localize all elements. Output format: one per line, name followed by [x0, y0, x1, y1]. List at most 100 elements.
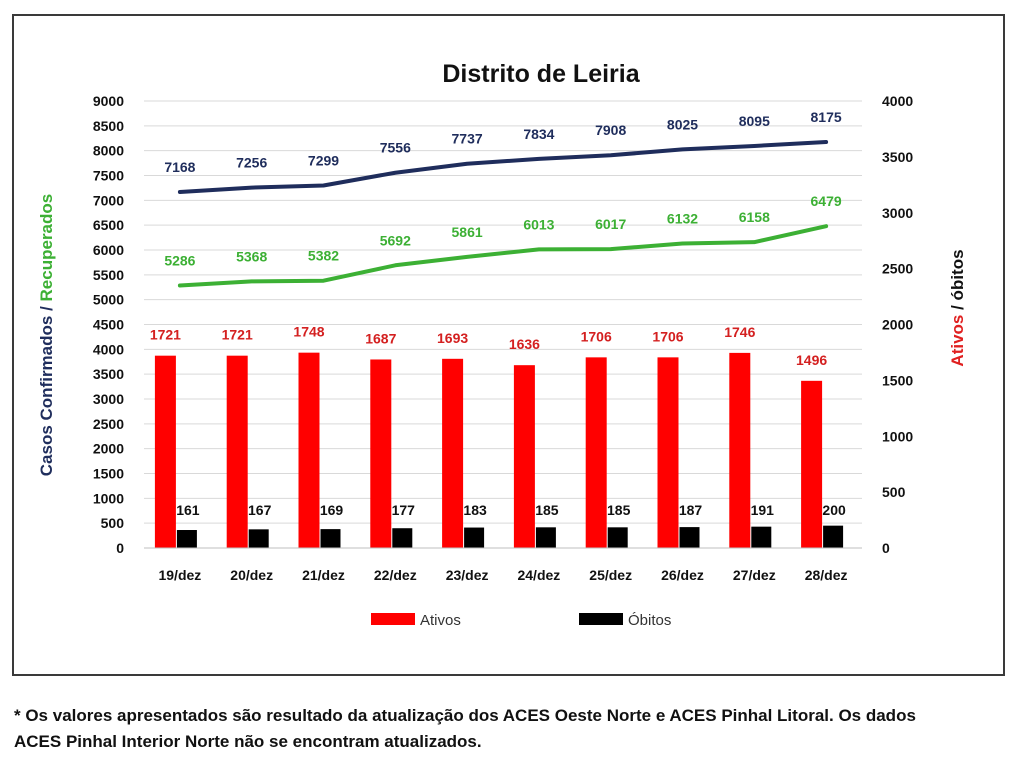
data-label-obitos: 167 [248, 502, 272, 518]
data-label-ativos: 1496 [796, 352, 827, 368]
left-axis-title-part1: Casos Confirmados [37, 316, 56, 477]
data-label-confirmados: 7908 [595, 122, 626, 138]
bar-obitos [176, 530, 197, 548]
data-label-ativos: 1687 [365, 330, 396, 346]
footnote-line-1: * Os valores apresentados são resultado … [14, 706, 916, 725]
bar-ativos [801, 380, 823, 548]
data-label-recuperados: 6479 [811, 193, 842, 209]
bar-ativos [657, 357, 679, 548]
data-label-ativos: 1706 [581, 328, 612, 344]
left-tick-label: 8000 [93, 143, 124, 159]
right-tick-label: 1500 [882, 372, 913, 388]
data-label-ativos: 1746 [724, 324, 755, 340]
data-label-recuperados: 6132 [667, 210, 698, 226]
data-label-recuperados: 5861 [452, 224, 483, 240]
bar-obitos [535, 527, 556, 548]
right-tick-label: 3000 [882, 205, 913, 221]
left-axis-title-part2: Recuperados [37, 194, 56, 302]
x-tick-label: 20/dez [230, 567, 273, 583]
chart: 7168 7256 7299 7556 7737 7834 7908 8025 8095 8175… [37, 60, 967, 629]
data-label-obitos: 183 [463, 502, 487, 518]
data-label-ativos: 1693 [437, 330, 468, 346]
data-label-obitos: 187 [679, 502, 703, 518]
bar-ativos [154, 355, 176, 548]
left-tick-label: 7000 [93, 192, 124, 208]
axes: 0500100015002000250030003500400045005000… [93, 93, 914, 583]
left-tick-label: 5000 [93, 292, 124, 308]
x-tick-label: 22/dez [374, 567, 417, 583]
bar-ativos [513, 365, 535, 548]
left-tick-label: 7500 [93, 168, 124, 184]
left-tick-label: 1000 [93, 490, 124, 506]
bar-ativos [442, 358, 464, 548]
bar-ativos [370, 359, 392, 548]
data-label-recuperados: 6013 [523, 216, 554, 232]
bar-obitos [607, 527, 628, 548]
x-tick-label: 23/dez [446, 567, 489, 583]
bar-obitos [392, 528, 413, 548]
legend-label-ativos: Ativos [420, 612, 461, 629]
data-label-ativos: 1748 [293, 324, 324, 340]
data-label-confirmados: 7168 [164, 159, 195, 175]
data-label-confirmados: 7556 [380, 140, 411, 156]
bar-ativos [226, 355, 248, 548]
left-tick-label: 3500 [93, 366, 124, 382]
bar-obitos [751, 526, 772, 548]
gridlines [144, 100, 862, 524]
legend-swatch-obitos [579, 613, 623, 625]
left-tick-label: 6000 [93, 242, 124, 258]
x-tick-label: 19/dez [158, 567, 201, 583]
right-tick-label: 2000 [882, 317, 913, 333]
data-label-obitos: 185 [535, 502, 559, 518]
right-tick-label: 3500 [882, 149, 913, 165]
chart-frame: 7168 7256 7299 7556 7737 7834 7908 8025 8095 8175… [12, 14, 1005, 676]
data-label-obitos: 169 [320, 502, 344, 518]
data-label-confirmados: 7299 [308, 152, 339, 168]
lines [177, 139, 829, 288]
right-tick-label: 500 [882, 484, 906, 500]
right-tick-label: 4000 [882, 93, 913, 109]
data-label-recuperados: 6158 [739, 209, 770, 225]
legend: Ativos Óbitos [371, 612, 671, 629]
data-labels: 7168 7256 7299 7556 7737 7834 7908 8025 8095 8175… [150, 109, 846, 518]
data-label-ativos: 1636 [509, 336, 540, 352]
left-tick-label: 5500 [93, 267, 124, 283]
chart-title: Distrito de Leiria [442, 60, 640, 88]
left-tick-label: 3000 [93, 391, 124, 407]
legend-swatch-ativos [371, 613, 415, 625]
right-axis-title-part1: Ativos [948, 315, 967, 367]
left-tick-label: 4000 [93, 341, 124, 357]
bar-obitos [464, 527, 485, 548]
left-axis-title: Casos Confirmados / Recuperados [37, 194, 56, 476]
data-label-recuperados: 5692 [380, 232, 411, 248]
legend-label-obitos: Óbitos [628, 612, 671, 629]
left-tick-label: 2000 [93, 441, 124, 457]
right-axis-title-part2: óbitos [948, 249, 967, 300]
bars [154, 352, 844, 548]
left-tick-label: 8500 [93, 118, 124, 134]
left-axis-title-separator: / [37, 301, 56, 315]
data-label-obitos: 185 [607, 502, 631, 518]
data-label-obitos: 200 [822, 502, 846, 518]
data-label-ativos: 1706 [652, 328, 683, 344]
x-tick-label: 25/dez [589, 567, 632, 583]
left-tick-label: 1500 [93, 466, 124, 482]
data-label-confirmados: 8095 [739, 113, 770, 129]
x-tick-label: 28/dez [805, 567, 848, 583]
line-recuperados [177, 224, 829, 288]
x-tick-label: 27/dez [733, 567, 776, 583]
bar-ativos [729, 352, 751, 548]
data-label-confirmados: 8175 [811, 109, 842, 125]
data-label-obitos: 177 [392, 502, 416, 518]
bar-ativos [585, 357, 607, 548]
left-tick-label: 4500 [93, 317, 124, 333]
right-tick-label: 2500 [882, 261, 913, 277]
data-label-recuperados: 5286 [164, 252, 195, 268]
left-tick-label: 500 [101, 515, 125, 531]
data-label-recuperados: 6017 [595, 216, 626, 232]
footnote: * Os valores apresentados são resultado … [14, 703, 1014, 755]
data-label-ativos: 1721 [222, 327, 253, 343]
data-label-confirmados: 7256 [236, 155, 267, 171]
line-confirmados [177, 139, 829, 194]
data-label-recuperados: 5382 [308, 248, 339, 264]
